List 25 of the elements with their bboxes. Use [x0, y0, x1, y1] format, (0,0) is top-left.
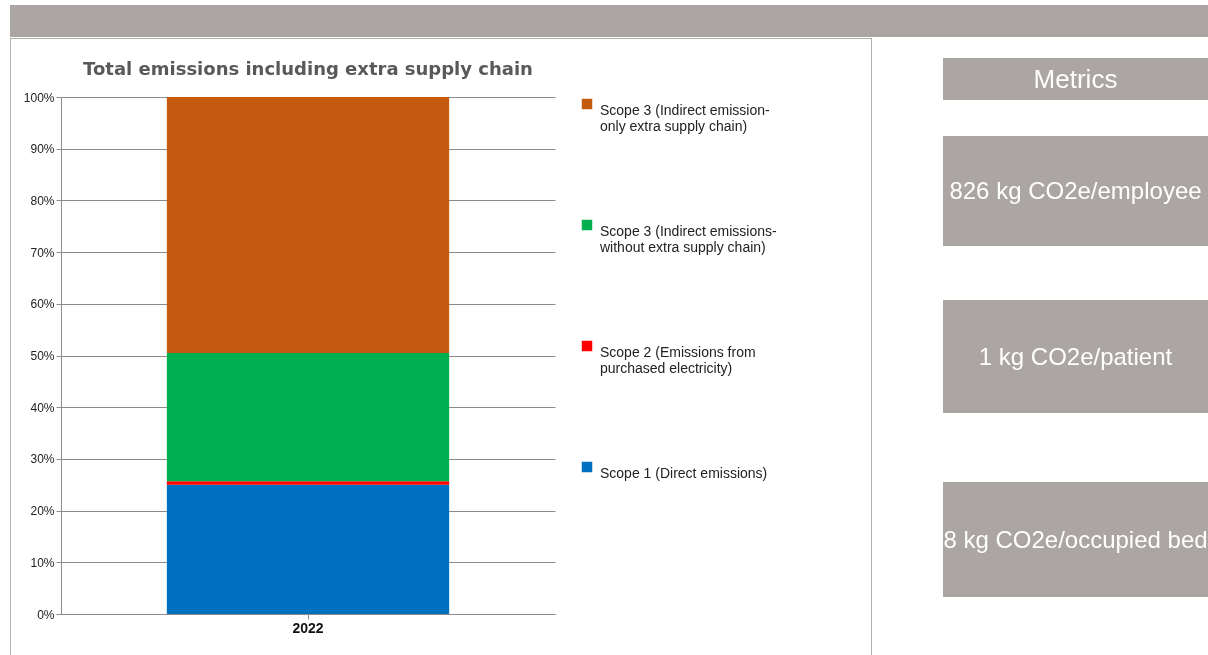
legend-label: Scope 1 (Direct emissions): [600, 465, 768, 481]
y-tick-label: 30%: [30, 452, 55, 467]
y-tick-label: 70%: [30, 245, 55, 260]
legend-label: Scope 3 (Indirect emission- only extra supply chain): [600, 102, 770, 134]
y-tick-label: 20%: [30, 504, 55, 519]
y-tick-label: 40%: [30, 400, 55, 415]
y-tick-label: 80%: [30, 193, 55, 208]
text: 8 kg CO2e/occupied bed: [943, 482, 1208, 597]
y-tick-label: 90%: [30, 142, 55, 157]
y-tick-label: 50%: [30, 349, 55, 363]
bar: [166, 352, 450, 482]
text: Metrics: [943, 58, 1208, 100]
y-tick-label: 100%: [23, 90, 55, 105]
y-tick-label: 0%: [37, 607, 55, 622]
legend-label: Scope 3 (Indirect emissions- without extra supply chain): [599, 223, 777, 255]
bar: [166, 97, 450, 353]
y-tick-label: 60%: [30, 297, 55, 312]
x-tick-label: 2022: [292, 619, 324, 636]
bar: [166, 481, 450, 485]
text: 1 kg CO2e/patient: [943, 300, 1208, 413]
chart-title: Total emissions including extra supply chain: [83, 58, 533, 79]
text: 826 kg CO2e/employee: [943, 136, 1208, 246]
legend-label: Scope 2 (Emissions from purchased electricity): [600, 344, 756, 376]
bar: [166, 484, 450, 614]
y-tick-label: 10%: [30, 555, 55, 570]
